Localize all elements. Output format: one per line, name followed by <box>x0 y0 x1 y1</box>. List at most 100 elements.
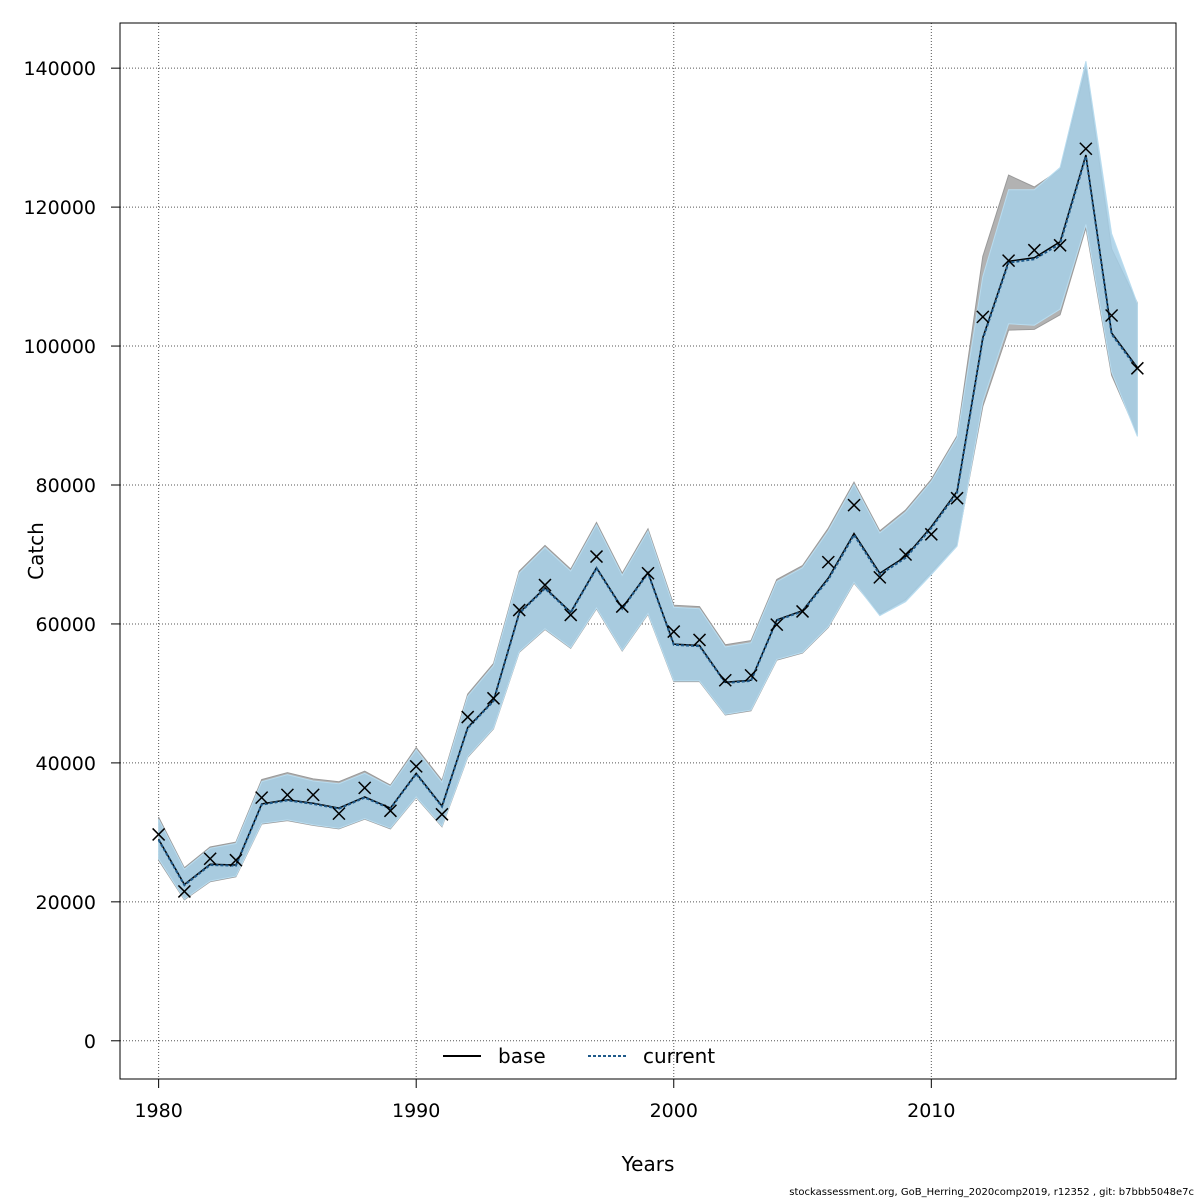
observed-point-stroke-b <box>692 633 707 647</box>
observed-point-stroke-b <box>667 625 681 639</box>
observed-point-stroke-b <box>306 788 320 802</box>
observed-point-stroke-b <box>358 781 372 795</box>
observed-point-2017 <box>1105 308 1119 323</box>
y-tick-label-60000: 60000 <box>36 614 96 636</box>
observed-point-stroke-b <box>177 884 191 898</box>
observed-point-1997 <box>589 550 604 564</box>
observed-point-stroke-b <box>1130 361 1144 375</box>
observed-point-1980 <box>152 827 166 841</box>
observed-point-stroke-b <box>899 547 913 562</box>
observed-point-1989 <box>383 804 397 818</box>
observed-point-2001 <box>692 633 707 647</box>
observed-point-stroke-b <box>203 852 217 866</box>
observed-point-2005 <box>796 604 810 618</box>
legend: base current <box>443 1044 715 1068</box>
observed-point-2016 <box>1079 142 1093 156</box>
observed-point-2007 <box>847 498 861 512</box>
observed-point-1992 <box>461 710 475 724</box>
plot-frame <box>119 22 1177 1080</box>
y-tick-label-120000: 120000 <box>23 197 96 219</box>
observed-point-stroke-b <box>873 570 887 584</box>
x-tick-label-2010: 2010 <box>907 1100 955 1122</box>
observed-point-2002 <box>718 673 732 687</box>
observed-point-stroke-b <box>924 527 938 541</box>
observed-point-stroke-b <box>847 498 861 512</box>
observed-point-2012 <box>976 310 990 324</box>
observed-point-stroke-b <box>976 310 990 324</box>
observed-point-stroke-b <box>1053 238 1067 252</box>
observed-point-2000 <box>667 625 681 639</box>
observed-point-2015 <box>1053 238 1067 252</box>
observed-point-stroke-b <box>332 807 346 821</box>
x-tick-label-2000: 2000 <box>650 1100 698 1122</box>
observed-point-1990 <box>409 759 423 773</box>
observed-point-1988 <box>358 781 372 795</box>
observed-point-stroke-b <box>538 578 552 592</box>
observed-point-1995 <box>538 578 552 592</box>
observed-point-2014 <box>1027 243 1041 257</box>
observed-point-1996 <box>564 608 578 622</box>
observed-point-stroke-b <box>641 566 655 580</box>
y-tick-label-20000: 20000 <box>36 892 96 914</box>
observed-point-stroke-b <box>383 804 397 818</box>
observed-point-stroke-b <box>770 618 784 632</box>
legend-base-label: base <box>498 1044 546 1068</box>
y-tick-label-80000: 80000 <box>36 475 96 497</box>
observed-point-2009 <box>899 547 913 562</box>
y-tick-label-0: 0 <box>84 1031 96 1053</box>
observed-point-2008 <box>873 570 887 584</box>
observed-point-2013 <box>1002 254 1016 268</box>
observed-point-2011 <box>950 491 964 505</box>
observed-point-1983 <box>229 853 243 867</box>
observed-point-1986 <box>306 788 320 802</box>
observed-point-stroke-b <box>280 788 294 802</box>
observed-point-stroke-b <box>1027 243 1041 257</box>
observed-point-stroke-b <box>1079 142 1093 156</box>
observed-point-2010 <box>924 527 938 541</box>
observed-point-1994 <box>512 603 526 617</box>
y-axis: 0 20000 40000 60000 80000 100000 120000 140000 <box>23 58 120 1053</box>
observed-point-stroke-b <box>589 550 604 564</box>
observed-point-1993 <box>486 691 500 705</box>
observed-point-1984 <box>255 791 269 805</box>
observed-point-stroke-b <box>950 491 964 505</box>
observed-point-stroke-b <box>564 608 578 622</box>
observed-point-stroke-b <box>409 759 423 773</box>
observed-point-1985 <box>280 788 294 802</box>
observed-point-1981 <box>177 884 191 898</box>
observed-point-2018 <box>1130 361 1144 375</box>
y-tick-label-140000: 140000 <box>23 58 96 80</box>
observed-point-stroke-b <box>152 827 166 841</box>
x-tick-label-1990: 1990 <box>392 1100 440 1122</box>
observed-point-stroke-b <box>821 555 835 569</box>
observed-point-stroke-b <box>255 791 269 805</box>
observed-point-stroke-b <box>1105 308 1119 323</box>
observed-point-stroke-b <box>435 807 449 821</box>
y-tick-label-100000: 100000 <box>23 336 96 358</box>
observed-points <box>152 142 1144 898</box>
observed-point-stroke-b <box>796 604 810 618</box>
y-tick-label-40000: 40000 <box>36 753 96 775</box>
x-tick-label-1980: 1980 <box>134 1100 182 1122</box>
observed-point-stroke-b <box>1002 254 1016 268</box>
observed-point-2003 <box>744 668 758 682</box>
legend-current-label: current <box>643 1044 715 1068</box>
observed-point-stroke-b <box>461 710 475 724</box>
y-axis-title: Catch <box>24 522 48 580</box>
observed-point-2006 <box>821 555 835 569</box>
observed-point-1998 <box>615 600 629 614</box>
observed-point-stroke-b <box>718 673 732 687</box>
observed-point-stroke-b <box>744 668 758 682</box>
observed-point-2004 <box>770 618 784 632</box>
x-axis-title: Years <box>621 1152 675 1176</box>
observed-point-1991 <box>435 807 449 821</box>
observed-point-stroke-b <box>486 691 500 705</box>
footer-credit: stockassessment.org, GoB_Herring_2020com… <box>789 1187 1194 1198</box>
observed-point-1982 <box>203 852 217 866</box>
observed-point-stroke-b <box>615 600 629 614</box>
observed-point-stroke-b <box>229 853 243 867</box>
observed-point-1999 <box>641 566 655 580</box>
x-axis: 1980 1990 2000 2010 <box>134 1079 955 1122</box>
observed-point-1987 <box>332 807 346 821</box>
